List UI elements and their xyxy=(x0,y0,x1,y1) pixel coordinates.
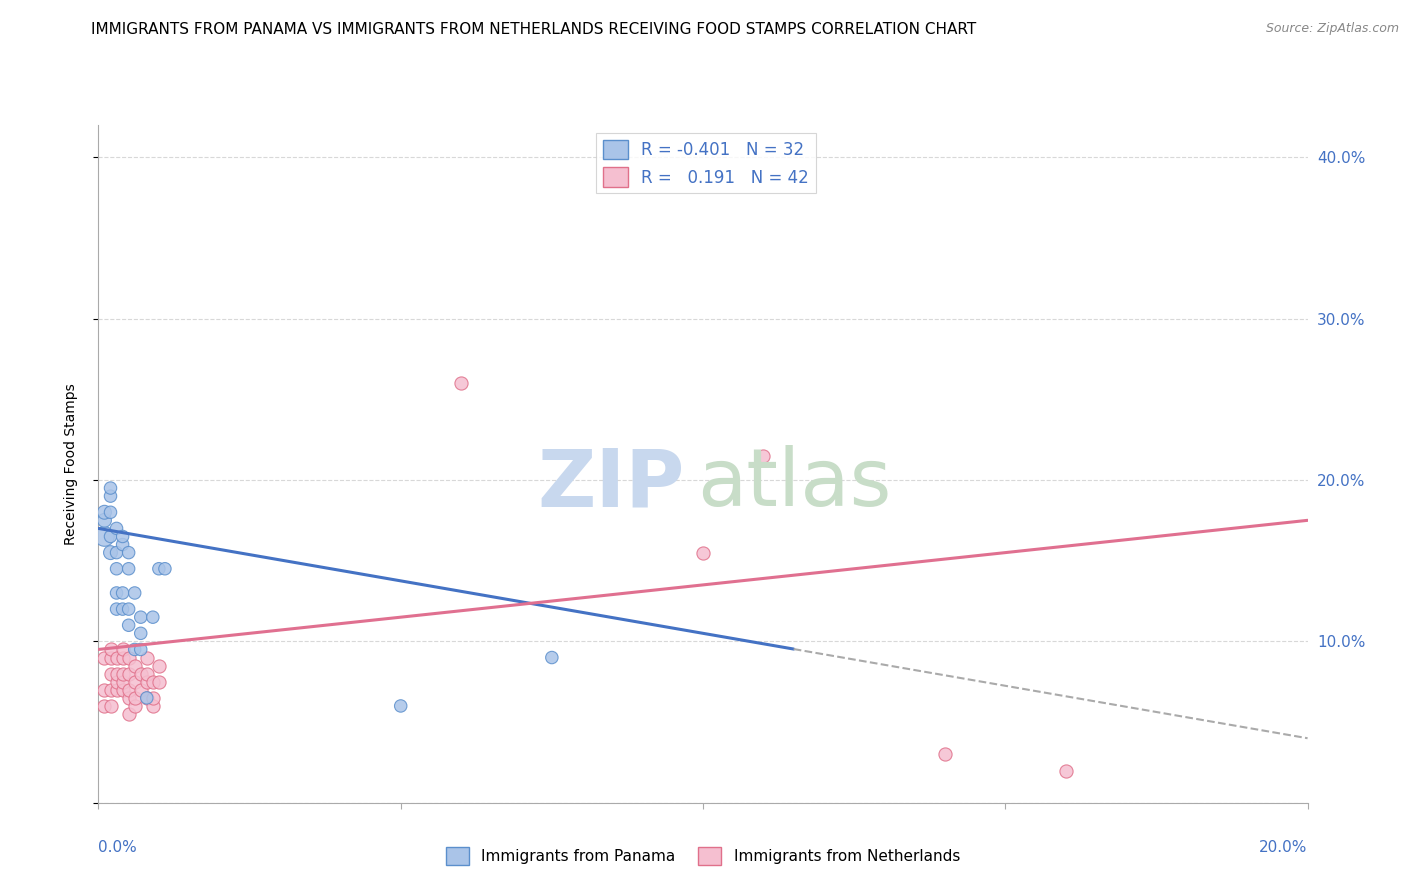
Text: ZIP: ZIP xyxy=(537,445,685,524)
Point xyxy=(135,690,157,705)
Point xyxy=(142,690,165,705)
Point xyxy=(105,586,128,600)
Point xyxy=(100,529,122,543)
Point xyxy=(118,682,141,697)
Point xyxy=(105,546,128,560)
Point xyxy=(142,698,165,713)
Point xyxy=(124,586,146,600)
Point xyxy=(148,562,170,576)
Point xyxy=(129,610,152,624)
Point xyxy=(153,562,176,576)
Point xyxy=(105,666,128,681)
Point xyxy=(752,449,775,463)
Point xyxy=(129,666,152,681)
Y-axis label: Receiving Food Stamps: Receiving Food Stamps xyxy=(63,383,77,545)
Point xyxy=(124,642,146,657)
Text: atlas: atlas xyxy=(697,445,891,524)
Point xyxy=(389,698,412,713)
Point xyxy=(100,489,122,503)
Point xyxy=(148,658,170,673)
Point xyxy=(118,706,141,721)
Point xyxy=(118,618,141,632)
Point xyxy=(111,650,134,665)
Point xyxy=(105,521,128,535)
Text: IMMIGRANTS FROM PANAMA VS IMMIGRANTS FROM NETHERLANDS RECEIVING FOOD STAMPS CORR: IMMIGRANTS FROM PANAMA VS IMMIGRANTS FRO… xyxy=(91,22,977,37)
Point xyxy=(111,642,134,657)
Point xyxy=(135,650,157,665)
Point xyxy=(100,666,122,681)
Text: Source: ZipAtlas.com: Source: ZipAtlas.com xyxy=(1265,22,1399,36)
Point xyxy=(93,505,115,519)
Legend: R = -0.401   N = 32, R =   0.191   N = 42: R = -0.401 N = 32, R = 0.191 N = 42 xyxy=(596,133,815,194)
Point xyxy=(135,666,157,681)
Point xyxy=(129,642,152,657)
Text: 20.0%: 20.0% xyxy=(1260,840,1308,855)
Point xyxy=(105,682,128,697)
Point xyxy=(118,690,141,705)
Point xyxy=(142,610,165,624)
Point xyxy=(100,481,122,495)
Point xyxy=(93,698,115,713)
Point xyxy=(100,505,122,519)
Point xyxy=(118,562,141,576)
Point xyxy=(111,674,134,689)
Point xyxy=(124,690,146,705)
Point xyxy=(148,674,170,689)
Point xyxy=(111,666,134,681)
Point xyxy=(118,546,141,560)
Text: 0.0%: 0.0% xyxy=(98,840,138,855)
Point xyxy=(118,650,141,665)
Point xyxy=(111,529,134,543)
Point xyxy=(111,682,134,697)
Point xyxy=(692,546,714,560)
Point xyxy=(93,513,115,527)
Point xyxy=(540,650,562,665)
Point xyxy=(105,650,128,665)
Point xyxy=(100,682,122,697)
Point xyxy=(124,698,146,713)
Point xyxy=(100,546,122,560)
Point xyxy=(129,626,152,640)
Point xyxy=(1054,764,1077,778)
Point xyxy=(105,602,128,616)
Point xyxy=(118,602,141,616)
Point xyxy=(111,602,134,616)
Point xyxy=(93,650,115,665)
Point xyxy=(105,562,128,576)
Point xyxy=(124,674,146,689)
Point xyxy=(93,682,115,697)
Point xyxy=(450,376,472,391)
Point xyxy=(100,698,122,713)
Point xyxy=(100,650,122,665)
Point xyxy=(934,747,956,762)
Legend: Immigrants from Panama, Immigrants from Netherlands: Immigrants from Panama, Immigrants from … xyxy=(440,841,966,871)
Point xyxy=(93,529,115,543)
Point xyxy=(111,586,134,600)
Point xyxy=(124,658,146,673)
Point xyxy=(100,642,122,657)
Point xyxy=(135,674,157,689)
Point xyxy=(142,674,165,689)
Point xyxy=(105,674,128,689)
Point xyxy=(111,537,134,551)
Point xyxy=(135,690,157,705)
Point xyxy=(118,666,141,681)
Point xyxy=(129,682,152,697)
